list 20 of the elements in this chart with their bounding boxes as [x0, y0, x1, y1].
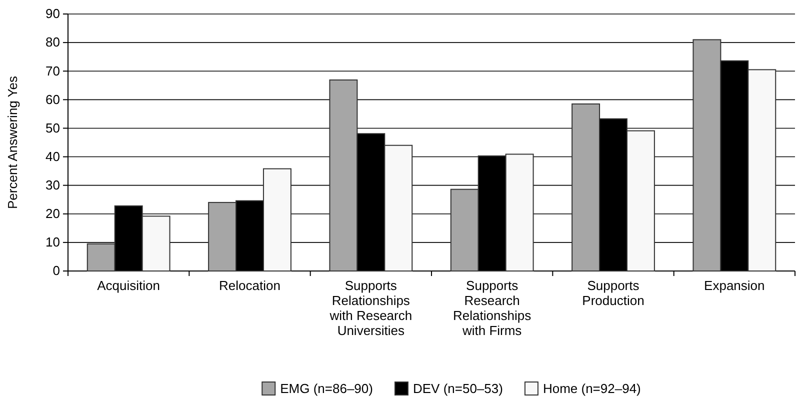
- y-tick-label: 50: [46, 120, 60, 136]
- y-tick-label: 40: [46, 148, 60, 164]
- x-tick-label: Supports Research Relationships with Firms: [453, 278, 532, 338]
- y-axis-title: Percent Answering Yes: [5, 76, 20, 209]
- x-tick-label: Supports Production: [582, 278, 644, 308]
- x-tick-label: Expansion: [704, 278, 765, 293]
- legend-label: DEV (n=50–53): [412, 381, 503, 396]
- y-tick-label: 60: [46, 92, 60, 107]
- y-tick-label: 80: [46, 34, 60, 50]
- y-tick-label: 70: [46, 63, 60, 78]
- x-tick-label: Acquisition: [97, 278, 160, 293]
- x-tick-label: Relocation: [219, 278, 280, 293]
- legend-label: EMG (n=86–90): [280, 381, 373, 396]
- x-tick-label: Supports Relationships with Research Universities: [328, 278, 412, 338]
- y-tick-label: 10: [46, 234, 60, 250]
- y-tick-label: 90: [46, 6, 60, 22]
- y-tick-label: 30: [46, 177, 60, 192]
- y-tick-label: 20: [46, 206, 60, 222]
- legend-label: Home (n=92–94): [542, 381, 641, 396]
- y-tick-label: 0: [52, 263, 60, 278]
